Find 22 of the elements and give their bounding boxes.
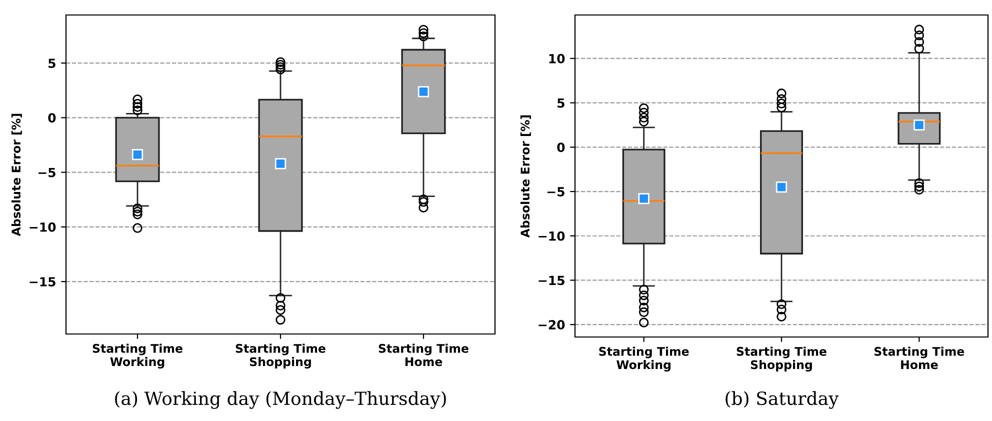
y-tick-label: −10 xyxy=(30,222,56,232)
y-tick-label: −5 xyxy=(38,168,56,178)
y-tick-label: 10 xyxy=(549,54,565,64)
y-tick-label: −20 xyxy=(538,320,565,330)
y-tick-label: 0 xyxy=(557,142,565,152)
x-tick-label: Starting Time Working xyxy=(599,346,689,372)
y-tick-label: 5 xyxy=(558,98,564,108)
y-tick-label: −15 xyxy=(30,277,56,286)
x-tick-label: Starting Time Home xyxy=(378,344,468,366)
x-tick-label: Starting Time Home xyxy=(874,346,964,370)
y-tick-label: −10 xyxy=(538,231,565,241)
y-axis-title: Absolute Error [%] xyxy=(11,114,22,236)
x-tick-label: Starting Time Shopping xyxy=(236,344,326,369)
x-tick-label: Starting Time Shopping xyxy=(736,346,826,372)
x-tick-label: Starting Time Working xyxy=(92,344,182,369)
text: (a) Working day (Monday–Thursday) xyxy=(115,391,446,409)
y-tick-label: −15 xyxy=(538,276,564,286)
y-tick-label: −5 xyxy=(547,187,564,196)
text: (b) Saturday xyxy=(726,391,839,409)
y-axis-title: Absolute Error [%] xyxy=(520,115,531,238)
y-tick-label: 5 xyxy=(48,58,56,68)
y-tick-label: 0 xyxy=(48,113,56,123)
